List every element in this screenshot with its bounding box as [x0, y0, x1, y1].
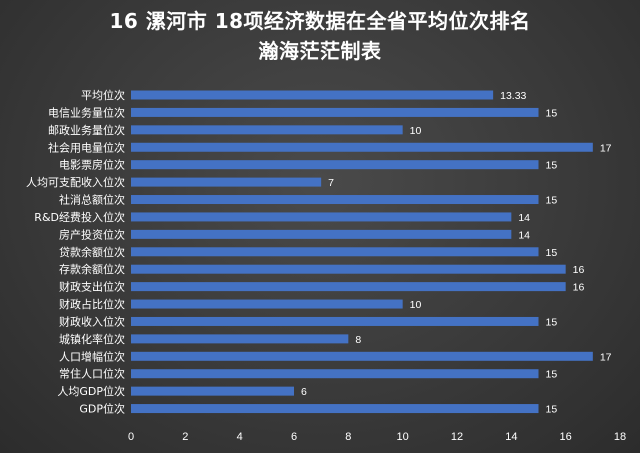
- data-label: 17: [600, 142, 612, 154]
- bar: [131, 247, 539, 257]
- bar: [131, 299, 403, 309]
- category-label: 贷款余额位次: [59, 245, 125, 259]
- category-label: 存款余额位次: [59, 262, 125, 276]
- bar: [131, 212, 512, 222]
- chart-title: 16 漯河市 18项经济数据在全省平均位次排名: [109, 9, 531, 33]
- x-tick-label: 10: [397, 431, 409, 443]
- category-label: 人均可支配收入位次: [26, 175, 125, 189]
- data-label: 15: [546, 369, 558, 381]
- bar: [131, 229, 512, 239]
- category-label: 邮政业务量位次: [48, 123, 125, 137]
- category-label: 平均位次: [81, 88, 125, 102]
- category-label: 财政占比位次: [59, 297, 125, 311]
- bar: [131, 107, 539, 117]
- data-label: 10: [410, 125, 422, 137]
- x-tick-label: 12: [451, 431, 463, 443]
- x-tick-label: 4: [237, 431, 243, 443]
- category-label: GDP位次: [79, 402, 125, 416]
- data-label: 15: [546, 404, 558, 416]
- bar: [131, 386, 294, 396]
- category-label: 社消总额位次: [59, 193, 125, 207]
- bar: [131, 125, 403, 135]
- category-label: 房产投资位次: [59, 227, 125, 241]
- x-tick-label: 6: [291, 431, 297, 443]
- data-label: 14: [518, 212, 530, 224]
- bar: [131, 264, 566, 274]
- chart-subtitle: 瀚海茫茫制表: [258, 39, 382, 63]
- x-tick-label: 14: [505, 431, 517, 443]
- x-tick-label: 0: [128, 431, 134, 443]
- category-label: 财政支出位次: [59, 280, 125, 294]
- category-label: 人均GDP位次: [57, 384, 125, 398]
- bar: [131, 316, 539, 326]
- bar: [131, 334, 349, 344]
- data-label: 10: [410, 299, 422, 311]
- data-label: 17: [600, 351, 612, 363]
- data-label: 14: [518, 229, 530, 241]
- category-label: R&D经费投入位次: [34, 210, 125, 224]
- chart-title-block: 16 漯河市 18项经济数据在全省平均位次排名 瀚海茫茫制表: [0, 6, 640, 66]
- bar: [131, 142, 593, 152]
- x-tick-label: 8: [345, 431, 351, 443]
- data-label: 15: [546, 316, 558, 328]
- bar: [131, 404, 539, 414]
- bar: [131, 351, 593, 361]
- bar: [131, 195, 539, 205]
- data-label: 15: [546, 195, 558, 207]
- data-label: 6: [301, 386, 307, 398]
- data-label: 16: [573, 264, 585, 276]
- category-label: 人口增幅位次: [59, 349, 125, 363]
- bar: [131, 177, 322, 187]
- category-label: 常住人口位次: [59, 367, 125, 381]
- category-label: 财政收入位次: [59, 314, 125, 328]
- data-label: 16: [573, 282, 585, 294]
- bar: [131, 369, 539, 379]
- data-label: 13.33: [500, 90, 526, 102]
- category-label: 社会用电量位次: [48, 140, 125, 154]
- category-label: 电影票房位次: [59, 158, 125, 172]
- x-tick-label: 16: [560, 431, 572, 443]
- data-label: 15: [546, 107, 558, 119]
- x-tick-label: 2: [182, 431, 188, 443]
- bar: [131, 282, 566, 292]
- x-tick-label: 18: [614, 431, 626, 443]
- category-label: 城镇化率位次: [59, 332, 125, 346]
- bar: [131, 160, 539, 170]
- data-label: 15: [546, 160, 558, 172]
- data-label: 15: [546, 247, 558, 259]
- bar: [131, 90, 494, 100]
- data-label: 8: [355, 334, 361, 346]
- data-label: 7: [328, 177, 334, 189]
- category-label: 电信业务量位次: [48, 105, 125, 119]
